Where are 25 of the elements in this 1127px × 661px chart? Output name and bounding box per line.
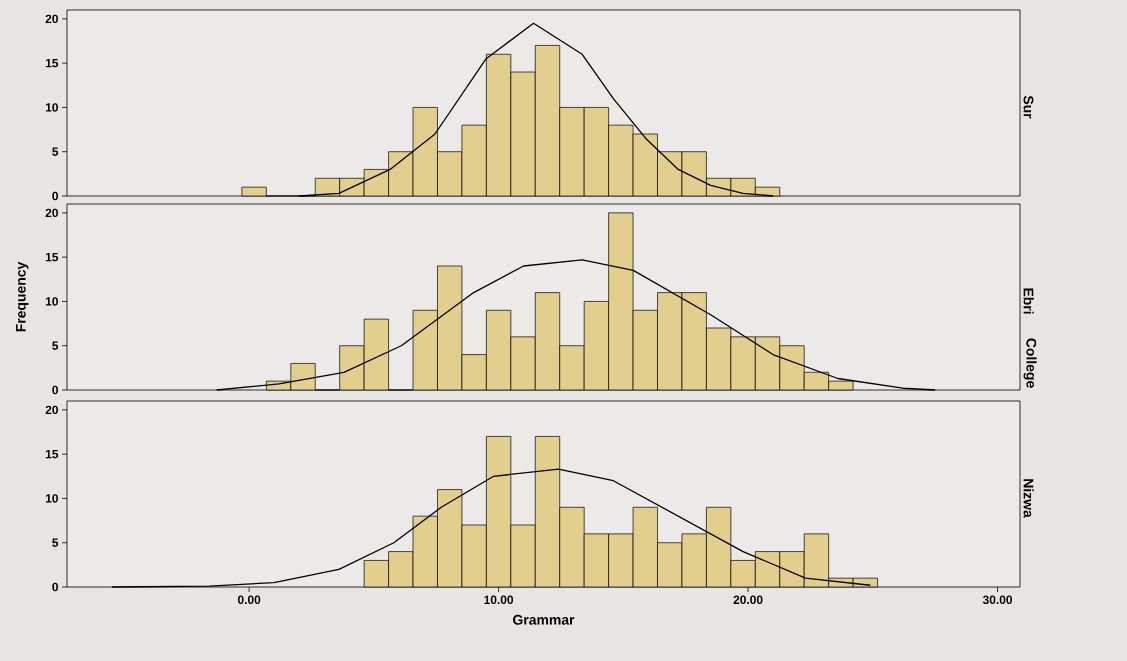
x-tick-label: 30.00 — [982, 595, 1013, 605]
y-tick-label: 20 — [45, 14, 58, 24]
x-axis-title: Grammar — [513, 614, 575, 625]
y-tick-label: 10 — [45, 103, 58, 112]
y-tick-label: 15 — [45, 252, 59, 262]
text: Nizwa — [1023, 479, 1034, 518]
y-tick-label: 20 — [45, 208, 58, 218]
y-tick-label: 5 — [52, 341, 59, 350]
text: Sur — [1023, 95, 1034, 119]
y-tick-label: 0 — [52, 191, 58, 201]
text: College — [1023, 338, 1037, 388]
y-tick-label: 5 — [52, 147, 59, 156]
y-tick-label: 10 — [45, 297, 58, 306]
y-tick-label: 20 — [45, 405, 58, 415]
y-tick-label: 0 — [52, 582, 58, 592]
y-tick-label: 0 — [52, 385, 58, 395]
x-tick-label: 10.00 — [484, 595, 514, 604]
y-tick-label: 5 — [52, 538, 59, 547]
y-tick-label: 10 — [45, 494, 58, 503]
x-tick-label: 20.00 — [733, 595, 763, 604]
x-tick-label: 0.00 — [237, 595, 261, 604]
text: Ebri — [1023, 288, 1034, 314]
y-tick-label: 15 — [45, 58, 59, 68]
y-axis-title: Frequency — [15, 261, 29, 332]
y-tick-label: 15 — [45, 449, 59, 459]
